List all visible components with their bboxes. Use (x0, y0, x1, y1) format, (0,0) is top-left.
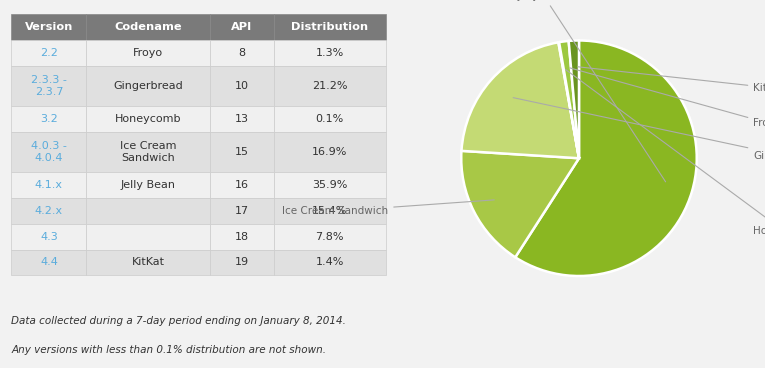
Text: Gingerbread: Gingerbread (513, 98, 765, 161)
Bar (86, 198, 210, 224)
Bar (11, 66, 86, 106)
Text: 10: 10 (235, 81, 249, 91)
Text: Froyo: Froyo (570, 68, 765, 128)
Text: Jelly Bean: Jelly Bean (121, 180, 176, 190)
Text: 35.9%: 35.9% (312, 180, 347, 190)
Text: Ice Cream
Sandwich: Ice Cream Sandwich (120, 141, 177, 163)
Bar (11, 106, 86, 132)
Wedge shape (461, 42, 579, 158)
Text: 1.4%: 1.4% (316, 258, 344, 268)
Bar (86, 132, 210, 172)
Wedge shape (568, 40, 579, 158)
Text: KitKat: KitKat (132, 258, 164, 268)
Text: 18: 18 (235, 231, 249, 241)
Text: Data collected during a 7-day period ending on January 8, 2014.: Data collected during a 7-day period end… (11, 316, 347, 326)
Text: Distribution: Distribution (291, 22, 369, 32)
Wedge shape (461, 151, 579, 257)
Bar (210, 106, 274, 132)
Bar (11, 14, 86, 40)
Bar (210, 250, 274, 275)
Text: 8: 8 (238, 49, 246, 59)
Bar (274, 14, 386, 40)
Bar (210, 198, 274, 224)
Bar (274, 198, 386, 224)
Text: 16: 16 (235, 180, 249, 190)
Bar (210, 66, 274, 106)
Bar (210, 224, 274, 250)
Bar (274, 132, 386, 172)
Bar (274, 224, 386, 250)
Text: 19: 19 (235, 258, 249, 268)
Text: 4.2.x: 4.2.x (35, 206, 63, 216)
Bar (11, 132, 86, 172)
Bar (210, 40, 274, 66)
Text: 16.9%: 16.9% (312, 147, 347, 157)
Text: 4.1.x: 4.1.x (35, 180, 63, 190)
Wedge shape (558, 42, 579, 158)
Text: 21.2%: 21.2% (312, 81, 347, 91)
Bar (86, 14, 210, 40)
Text: 0.1%: 0.1% (316, 114, 344, 124)
Text: Honeycomb: Honeycomb (565, 70, 765, 236)
Text: 4.3: 4.3 (40, 231, 58, 241)
Bar (11, 172, 86, 198)
Text: 15.4%: 15.4% (312, 206, 347, 216)
Text: 2.2: 2.2 (40, 49, 58, 59)
Text: 4.4: 4.4 (40, 258, 58, 268)
Text: Gingerbread: Gingerbread (113, 81, 183, 91)
Bar (274, 40, 386, 66)
Bar (210, 172, 274, 198)
Text: Honeycomb: Honeycomb (115, 114, 181, 124)
Text: 13: 13 (235, 114, 249, 124)
Text: KitKat: KitKat (578, 67, 765, 93)
Bar (11, 198, 86, 224)
Text: 15: 15 (235, 147, 249, 157)
Wedge shape (516, 40, 697, 276)
Bar (86, 106, 210, 132)
Text: Ice Cream Sandwich: Ice Cream Sandwich (282, 200, 494, 216)
Bar (86, 172, 210, 198)
Text: 3.2: 3.2 (40, 114, 58, 124)
Text: Codename: Codename (115, 22, 182, 32)
Bar (274, 172, 386, 198)
Text: API: API (231, 22, 252, 32)
Bar (11, 40, 86, 66)
Bar (210, 132, 274, 172)
Bar (274, 250, 386, 275)
Bar (86, 224, 210, 250)
Bar (86, 66, 210, 106)
Bar (86, 40, 210, 66)
Bar (274, 106, 386, 132)
Bar (11, 224, 86, 250)
Wedge shape (559, 41, 579, 158)
Text: Froyo: Froyo (133, 49, 163, 59)
Text: 2.3.3 -
2.3.7: 2.3.3 - 2.3.7 (31, 75, 67, 98)
Text: Version: Version (24, 22, 73, 32)
Text: Any versions with less than 0.1% distribution are not shown.: Any versions with less than 0.1% distrib… (11, 345, 327, 355)
Bar (210, 14, 274, 40)
Bar (11, 250, 86, 275)
Text: 17: 17 (235, 206, 249, 216)
Bar (86, 250, 210, 275)
Text: Jelly Bean: Jelly Bean (518, 0, 666, 182)
Text: 7.8%: 7.8% (316, 231, 344, 241)
Bar (274, 66, 386, 106)
Text: 1.3%: 1.3% (316, 49, 344, 59)
Text: 4.0.3 -
4.0.4: 4.0.3 - 4.0.4 (31, 141, 67, 163)
